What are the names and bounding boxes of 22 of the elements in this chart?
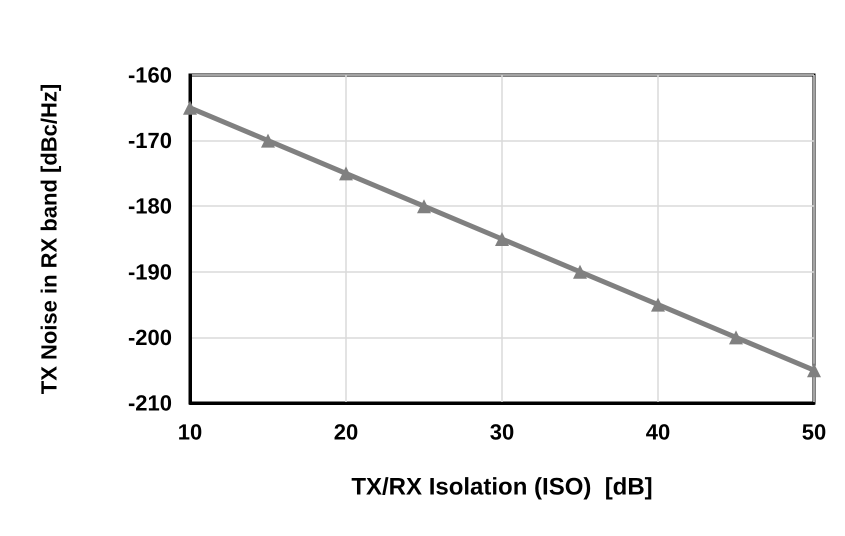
- point: [183, 100, 197, 115]
- y-tick-label: -180: [128, 194, 172, 219]
- point: [495, 232, 509, 246]
- y-tick-label: -160: [128, 62, 172, 88]
- point: [339, 166, 353, 180]
- x-axis-title: TX/RX Isolation (ISO) [dB]: [351, 474, 653, 500]
- point: [261, 134, 275, 148]
- y-axis-title: TX Noise in RX band [dBc/Hz]: [36, 84, 62, 394]
- y-tick-label: -210: [128, 390, 172, 416]
- y-tick-label: -170: [128, 128, 172, 154]
- x-tick-label: 10: [178, 420, 202, 444]
- point: [417, 199, 431, 214]
- point: [573, 264, 587, 279]
- x-tick-label: 50: [802, 420, 826, 444]
- x-tick-label: 30: [490, 420, 514, 444]
- x-tick-label: 40: [646, 420, 670, 444]
- y-tick-label: -200: [128, 324, 172, 350]
- x-tick-label: 20: [334, 420, 358, 444]
- y-tick-label: -190: [128, 259, 172, 284]
- point: [729, 330, 743, 344]
- point: [807, 363, 821, 378]
- point: [651, 298, 665, 312]
